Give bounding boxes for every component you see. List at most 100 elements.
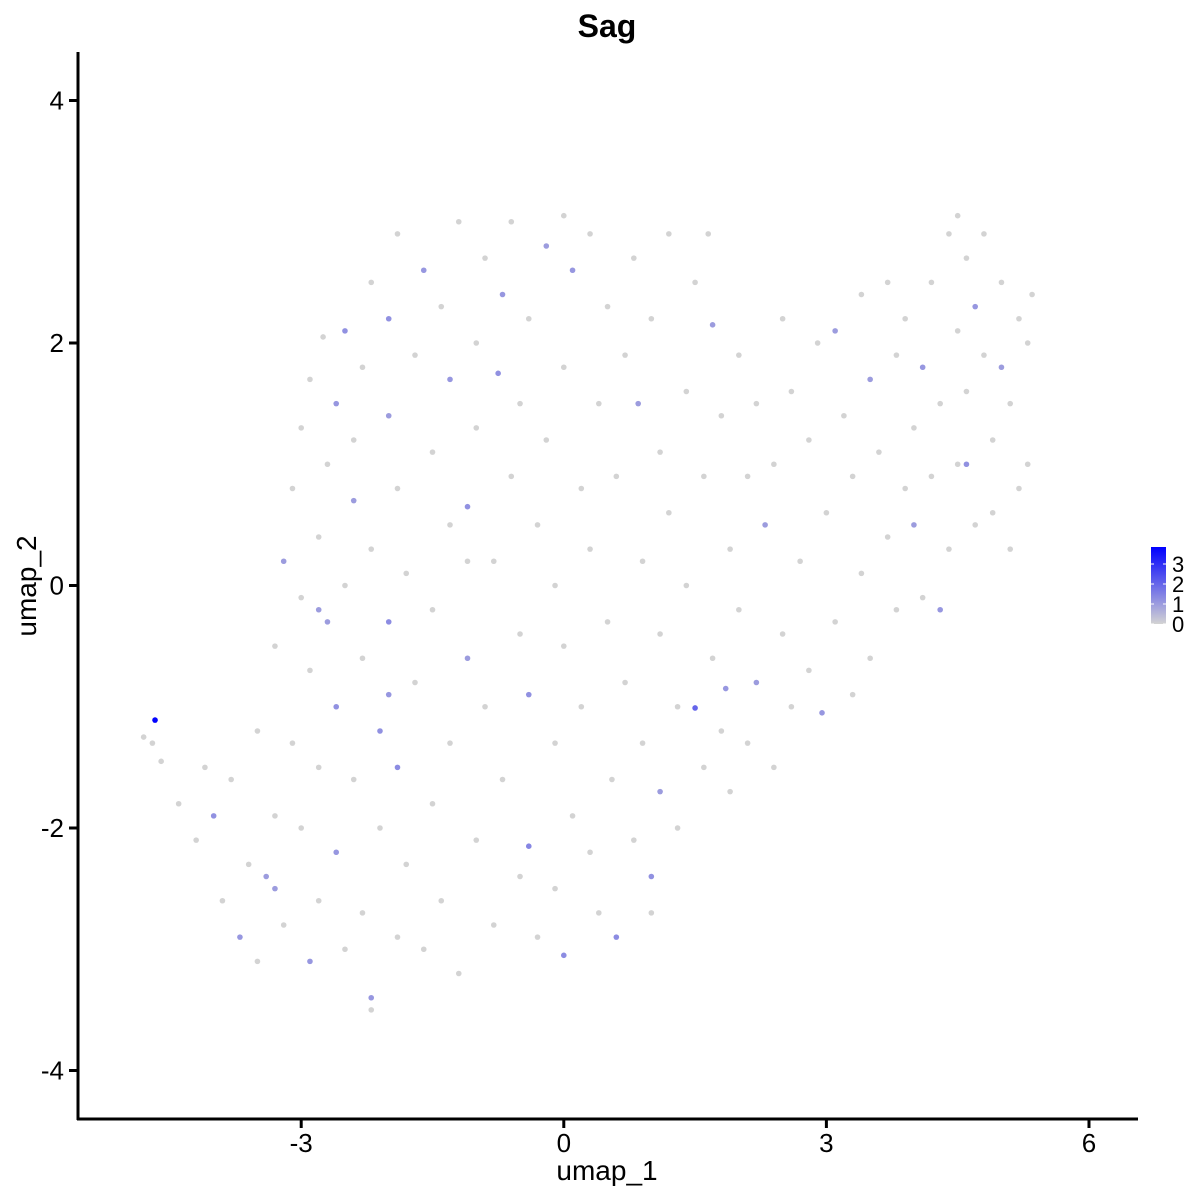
data-point	[298, 825, 305, 831]
data-point	[718, 412, 725, 419]
data-point	[666, 509, 672, 516]
data-point	[447, 740, 453, 746]
data-point	[368, 1007, 375, 1013]
data-point	[149, 740, 156, 746]
data-point	[350, 437, 357, 443]
data-point	[560, 952, 567, 959]
data-point	[473, 340, 480, 346]
data-point	[779, 631, 786, 637]
data-point	[893, 352, 900, 358]
colorbar	[1151, 547, 1166, 624]
data-point	[639, 740, 646, 746]
points-layer	[140, 212, 1035, 1013]
data-point	[377, 825, 383, 831]
data-point	[359, 910, 366, 916]
data-point	[560, 364, 567, 371]
data-point	[954, 328, 961, 334]
data-point	[455, 970, 462, 977]
data-point	[473, 425, 480, 431]
data-point	[622, 679, 628, 686]
data-point	[464, 558, 471, 565]
data-point	[613, 934, 620, 940]
data-point	[631, 255, 637, 261]
x-tick-label: 6	[1082, 1128, 1096, 1158]
data-point	[736, 352, 742, 358]
data-point	[902, 315, 908, 322]
data-point	[1016, 315, 1022, 322]
data-point	[263, 873, 269, 880]
data-point	[928, 473, 935, 480]
data-point	[604, 303, 611, 310]
data-point	[298, 425, 305, 431]
data-point	[307, 667, 313, 674]
data-point	[884, 534, 891, 540]
data-point	[289, 740, 296, 746]
data-point	[368, 994, 375, 1001]
data-point	[254, 728, 261, 734]
data-point	[972, 522, 978, 528]
data-point	[552, 885, 558, 892]
data-point	[412, 352, 418, 358]
data-point	[631, 837, 637, 843]
data-point	[648, 910, 655, 916]
data-point	[692, 705, 698, 711]
legend-label: 3	[1172, 552, 1184, 577]
data-point	[788, 703, 795, 710]
data-point	[683, 582, 690, 589]
data-point	[473, 837, 480, 843]
y-tick-label: 0	[50, 571, 64, 601]
data-point	[359, 655, 366, 662]
data-point	[666, 231, 672, 237]
data-point	[517, 873, 523, 880]
data-point	[928, 279, 935, 286]
data-point	[814, 340, 821, 346]
data-point	[438, 897, 445, 904]
data-point	[1024, 461, 1031, 468]
data-point	[394, 485, 401, 492]
data-point	[368, 546, 375, 552]
data-point	[832, 619, 838, 625]
data-point	[867, 376, 873, 383]
data-point	[525, 843, 532, 849]
data-point	[722, 685, 729, 692]
data-point	[736, 606, 742, 613]
data-point	[385, 619, 392, 625]
data-point	[315, 606, 322, 613]
data-point	[490, 922, 497, 928]
data-point	[919, 364, 926, 371]
data-point	[954, 212, 961, 219]
data-point	[403, 570, 410, 577]
data-point	[1007, 546, 1014, 552]
data-point	[385, 412, 392, 419]
data-point	[420, 946, 427, 953]
data-point	[578, 703, 585, 710]
data-point	[359, 364, 366, 371]
data-point	[919, 594, 926, 601]
data-point	[596, 910, 602, 916]
data-point	[272, 813, 278, 819]
data-point	[508, 218, 515, 225]
data-point	[806, 437, 812, 443]
data-point	[806, 667, 812, 674]
data-point	[543, 243, 550, 249]
data-point	[307, 958, 313, 965]
data-point	[499, 291, 506, 298]
y-tick-label: 4	[50, 86, 64, 116]
data-point	[744, 473, 751, 480]
data-point	[464, 655, 471, 662]
data-point	[753, 679, 760, 686]
data-point	[517, 400, 523, 407]
data-point	[158, 758, 164, 765]
data-point	[298, 594, 305, 601]
data-point	[989, 509, 996, 516]
data-point	[237, 934, 243, 940]
data-point	[963, 461, 970, 468]
data-point	[517, 631, 523, 637]
data-point	[972, 303, 978, 310]
data-point	[705, 231, 712, 237]
data-point	[455, 218, 462, 225]
data-point	[482, 703, 488, 710]
data-point	[394, 231, 401, 237]
data-point	[560, 643, 567, 649]
data-point	[657, 631, 663, 637]
